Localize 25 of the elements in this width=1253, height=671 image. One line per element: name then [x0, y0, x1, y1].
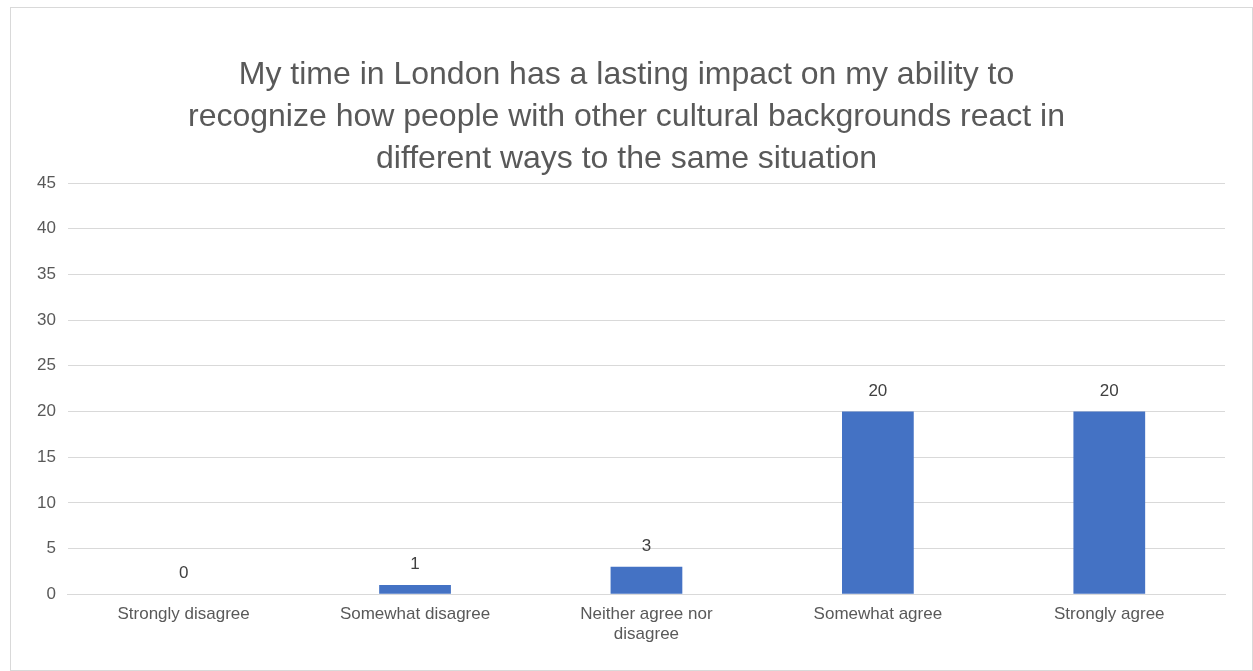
bar: [610, 566, 683, 594]
y-tick-label: 45: [36, 172, 56, 192]
data-label: 20: [868, 380, 888, 400]
x-tick-label: Strongly disagree: [117, 604, 250, 624]
y-tick-label: 25: [36, 355, 56, 375]
bar: [379, 585, 451, 594]
y-tick-label: 40: [36, 218, 56, 238]
y-tick-label: 0: [46, 583, 56, 603]
data-label: 1: [410, 554, 420, 574]
y-tick-label: 30: [36, 309, 56, 329]
y-tick-label: 15: [36, 446, 56, 466]
data-label: 3: [641, 535, 652, 555]
x-tick-label: Neither agree nor disagree: [580, 604, 713, 644]
y-tick-label: 35: [36, 264, 56, 284]
x-tick-label: Somewhat disagree: [339, 604, 491, 624]
bar: [842, 411, 914, 594]
x-tick-label: Somewhat agree: [813, 604, 943, 624]
y-tick-label: 10: [36, 492, 56, 512]
y-tick-label: 20: [36, 401, 56, 421]
data-label: 0: [178, 563, 189, 583]
x-tick-label: Strongly agree: [1054, 604, 1165, 624]
bar: [1073, 411, 1146, 594]
chart-title: My time in London has a lasting impact on my ability to recognize how people with other cultural backgrounds react in different ways to the same situation: [187, 54, 1066, 177]
data-label: 20: [1099, 380, 1119, 400]
y-tick-label: 5: [46, 538, 56, 558]
